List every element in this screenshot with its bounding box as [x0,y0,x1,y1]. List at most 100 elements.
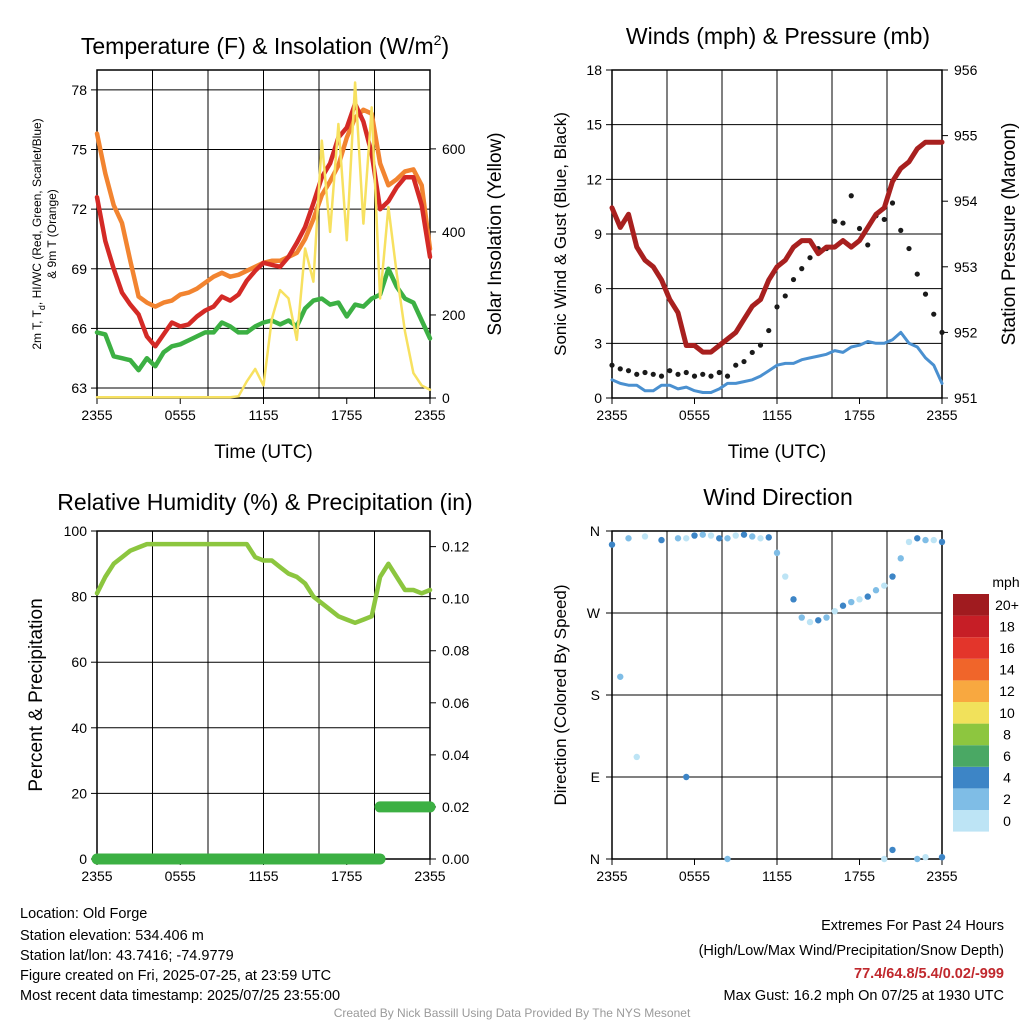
extremes-title: Extremes For Past 24 Hours [821,918,1004,934]
wdir-point [864,593,871,600]
winds-gust-point [856,225,863,232]
extremes-subtitle: (High/Low/Max Wind/Precipitation/Snow De… [698,943,1004,959]
rh-y-right-tick-label: 0.02 [442,799,469,815]
winds-y-tick-label: 18 [586,62,602,78]
wdir-y-tick-label: S [591,687,600,703]
speed-legend-label: 4 [1003,770,1011,786]
speed-legend-label: 12 [999,683,1015,699]
winds-y-right-tick-label: 953 [954,259,978,275]
winds-x-tick-label: 2355 [926,407,957,423]
temp-y-right-tick-label: 600 [442,141,466,157]
wdir-point [707,532,715,539]
rh-y-tick-label: 20 [71,785,87,801]
wdir-point [674,535,682,542]
wdir-point [608,541,616,548]
winds-y-right-tick-label: 951 [954,390,978,406]
winds-gust-point [799,266,805,272]
speed-legend-swatch [953,810,989,832]
rh-y-axis-label: Percent & Precipitation [26,598,47,791]
winds-x-tick-label: 1755 [844,407,875,423]
winds-gust-point [700,371,706,377]
wdir-point [922,536,929,544]
winds-y-tick-label: 15 [586,117,602,133]
temp-y-right-tick-label: 200 [442,307,466,323]
winds-x-axis-label: Time (UTC) [728,442,827,463]
wdir-x-tick-label: 0555 [679,868,710,884]
winds-y-right-tick-label: 954 [954,193,978,209]
winds-y-tick-label: 12 [586,171,602,187]
winds-gust-point [708,373,714,379]
winds-gust-point [658,373,665,379]
wdir-y-tick-label: E [591,769,600,785]
temp-x-axis-label: Time (UTC) [214,442,313,463]
wdir-point [757,535,764,542]
rh-y-right-tick-label: 0.12 [442,539,469,555]
wdir-point [897,555,904,562]
speed-legend-label: 6 [1003,748,1011,764]
speed-legend-swatch [953,594,989,616]
temp-x-tick-label: 1755 [331,407,362,423]
wdir-point [740,531,748,538]
wdir-y-tick-label: N [590,851,600,867]
rh-y-right-tick-label: 0.04 [442,747,469,763]
rh-series-line [94,541,433,626]
winds-gust-point [749,349,755,356]
winds-gust-point [832,218,838,224]
winds-gust-point [848,193,854,199]
winds-chart-title: Winds (mph) & Pressure (mb) [626,23,930,49]
winds-x-tick-label: 2355 [596,407,627,423]
wdir-point [881,855,888,863]
winds-gust-point [650,371,656,377]
wdir-point [699,531,706,538]
wdir-point [716,535,723,542]
winds-gust-point [642,369,648,376]
speed-legend-swatch [953,702,989,724]
wdir-point [633,753,640,761]
winds-gust-point [881,216,887,223]
winds-y-axis-label: Sonic Wind & Gust (Blue, Black) [551,112,570,356]
temp-y-tick-label: 66 [71,320,87,336]
speed-legend-swatch [953,658,989,681]
rh-y-tick-label: 40 [71,720,87,736]
winds-gust-point [766,327,772,334]
temp-y-axis-label: 2m T, Td, HI/WC (Red, Green, Scarlet/Blu… [30,118,47,349]
wdir-point [839,602,847,609]
temp-y-tick-label: 72 [71,201,87,217]
temp-y-right-axis-label: Solar Insolation (Yellow) [485,132,506,335]
wdir-point [749,533,756,540]
winds-gust-point [898,227,904,233]
temp-y-tick-label: 78 [71,82,87,98]
winds-gust-point [931,311,937,317]
wdir-y-tick-label: N [590,523,600,539]
wdir-point [765,534,772,541]
winds-gust-point [609,362,615,368]
temp-x-tick-label: 2355 [414,407,445,423]
temp-y-tick-label: 69 [71,261,87,277]
wdir-point [691,532,698,539]
wdir-y-tick-label: W [587,605,601,621]
speed-legend-label: 16 [999,640,1015,656]
winds-gust-point [922,291,929,297]
wdir-point [806,618,814,626]
temp-y-tick-label: 63 [71,380,87,396]
speed-legend-title: mph [992,574,1019,590]
wdir-point [938,853,946,861]
wdir-point [889,846,896,854]
winds-gust-point [724,373,731,379]
speed-legend-swatch [953,788,989,810]
winds-gust-point [807,255,813,261]
speed-legend-label: 14 [999,662,1015,678]
rh-x-tick-label: 2355 [81,868,112,884]
wdir-x-tick-label: 2355 [596,868,627,884]
wdir-point [872,587,880,594]
winds-gust-point [625,368,632,374]
temp-series-line [95,81,432,399]
winds-gust-point [865,242,871,248]
created-text: Figure created on Fri, 2025-07-25, at 23… [20,968,332,984]
winds-y-tick-label: 6 [594,281,602,297]
winds-y-tick-label: 9 [594,226,602,242]
winds-gust-point [782,293,788,299]
wdir-point [815,617,822,624]
max-gust-text: Max Gust: 16.2 mph On 07/25 at 1930 UTC [723,988,1004,1004]
rh-x-tick-label: 1155 [248,868,278,884]
